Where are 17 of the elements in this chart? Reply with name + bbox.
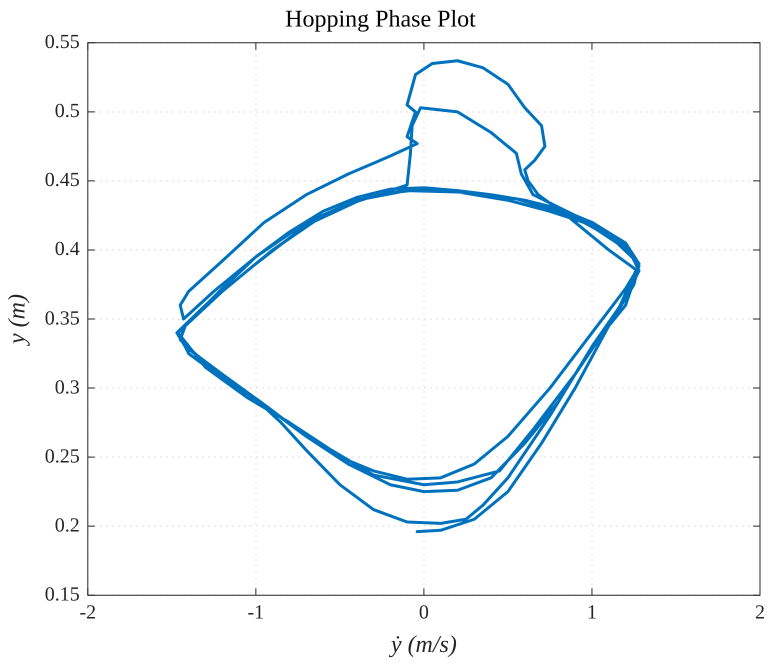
x-tick-label: -2	[79, 601, 96, 624]
y-tick-label: 0.15	[44, 583, 80, 606]
y-tick-label: 0.4	[54, 238, 80, 260]
y-tick-label: 0.25	[44, 445, 80, 468]
x-tick-label: 0	[418, 601, 429, 624]
y-tick-label: 0.45	[44, 169, 80, 192]
y-tick-label: 0.5	[54, 100, 80, 122]
x-tick-label: 1	[586, 601, 597, 624]
y-tick-label: 0.2	[54, 514, 80, 536]
y-tick-label: 0.35	[44, 307, 80, 330]
x-tick-label: -1	[248, 601, 264, 624]
x-tick-label: 2	[755, 601, 765, 624]
y-tick-label: 0.55	[44, 31, 80, 54]
y-tick-label: 0.3	[54, 376, 80, 398]
x-axis-title: ẏ (m/s)	[388, 632, 457, 658]
chart-title: Hopping Phase Plot	[285, 6, 476, 33]
y-axis-title: y (m)	[4, 294, 31, 346]
